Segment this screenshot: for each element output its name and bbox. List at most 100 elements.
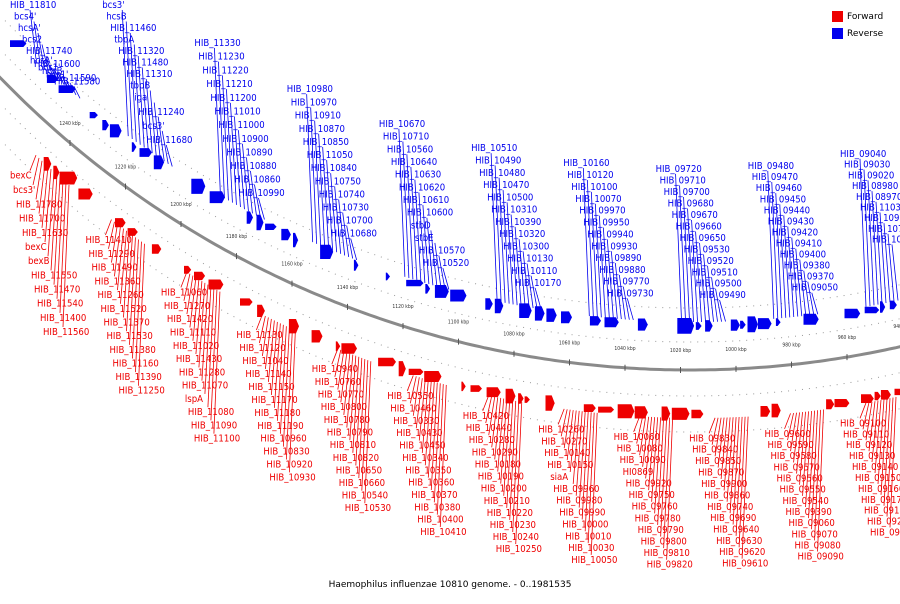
gene-name: HIB_09880 (599, 265, 645, 276)
gene-name: HIB_09700 (664, 187, 710, 198)
forward-gene-label: bexC (25, 169, 51, 253)
forward-gene (336, 341, 340, 351)
gene-name: HIB_09480 (748, 161, 794, 172)
gene-name: bcs3' (142, 121, 164, 132)
forward-gene (378, 358, 396, 367)
reverse-gene (435, 285, 449, 298)
reverse-gene-label: HIB_11580 (54, 76, 100, 98)
leader-line (30, 155, 36, 171)
scale-tick-label: 1140 kbp (337, 285, 358, 291)
gene-name: HIB_10470 (483, 180, 529, 191)
scale-tick-label: 1020 kbp (670, 348, 691, 354)
gene-name: HIB_11200 (210, 93, 256, 104)
reverse-gene (140, 148, 152, 157)
forward-gene (506, 389, 516, 404)
reverse-strand-layer: HIB_11810bcs4'hcsA'bcs2HIB_11740hcsA'HIB… (10, 0, 900, 334)
reverse-gene (320, 245, 333, 259)
reverse-gene-label: HIB_10520 (423, 258, 469, 289)
forward-gene (471, 385, 483, 392)
gene-name: HIB_09430 (768, 217, 814, 228)
gene-name: HIB_10610 (403, 195, 449, 206)
reverse-gene (880, 301, 885, 312)
gene-name: HIB_10490 (475, 156, 521, 167)
gene-name: HIB_10970 (291, 97, 337, 108)
leader-line (407, 375, 413, 391)
gene-name: HIB_09730 (607, 289, 653, 300)
leader-line (634, 416, 640, 432)
reverse-gene (696, 322, 702, 330)
forward-gene (399, 361, 406, 376)
gene-name: hcsB (106, 12, 127, 23)
gene-name: HIB_11210 (206, 79, 252, 90)
gene-name: HIB_09950 (583, 218, 629, 229)
leader-line (627, 298, 633, 320)
forward-gene (875, 392, 881, 400)
gene-name: hcsA' (18, 23, 41, 34)
reverse-gene (102, 120, 109, 130)
leader-line (812, 293, 818, 315)
gene-name: HIB_09670 (672, 210, 718, 221)
forward-gene-label: HIB_10770 (318, 351, 364, 401)
gene-name: HIB_10320 (499, 229, 545, 240)
leader-line (332, 349, 338, 365)
scale-tick-label: 960 kbp (838, 335, 856, 341)
scale-tick-label: 1200 kbp (170, 202, 191, 208)
gene-name: HIB_09180 (864, 506, 900, 517)
gene-name: HIB_09770 (603, 277, 649, 288)
gene-name: HIB_09940 (587, 229, 633, 240)
reverse-gene (425, 284, 430, 294)
scale-tick-label: 1120 kbp (392, 304, 413, 310)
gene-name: HIB_10950 (864, 213, 900, 224)
gene-name: HIB_09160 (858, 484, 900, 495)
gene-name: HIB_09680 (668, 199, 714, 210)
reverse-gene (758, 318, 772, 329)
gene-name: HIB_10520 (423, 258, 469, 269)
reverse-gene-label: HIB_09490 (700, 290, 746, 322)
scale-tick-label: 1160 kbp (281, 262, 302, 268)
gene-name: HIB_10170 (515, 278, 561, 289)
gene-name: HIB_10730 (323, 203, 369, 214)
gene-name: stbD (411, 220, 431, 231)
gene-name: HIB_09520 (688, 256, 734, 267)
gene-name: HIB_11230 (198, 52, 244, 63)
gene-name: HIB_09150 (855, 473, 900, 484)
reverse-gene (740, 321, 746, 329)
gene-name: bcs3' (102, 0, 124, 11)
forward-gene (672, 408, 690, 420)
genome-caption: Haemophilus influenzae 10810 genome. - 0… (0, 580, 900, 590)
reverse-gene (605, 317, 619, 327)
leader-line (33, 158, 39, 185)
gene-name: HIB_10900 (222, 134, 268, 145)
gene-name: HIB_10690 (872, 235, 900, 246)
reverse-gene (210, 191, 225, 203)
forward-gene (240, 298, 253, 305)
forward-gene (861, 394, 874, 403)
gene-name: HIB_09040 (840, 149, 886, 160)
forward-gene (289, 319, 299, 333)
forward-gene (546, 395, 555, 410)
scale-tick-label: 980 kbp (782, 343, 800, 349)
gene-name: HIB_10570 (419, 246, 465, 257)
forward-gene (835, 399, 850, 407)
gene-name: HIB_09500 (696, 279, 742, 290)
gene-name: HIB_09410 (776, 239, 822, 250)
gene-name: HIB_11810 (10, 0, 56, 11)
gene-name: HIB_10860 (234, 175, 280, 186)
forward-gene (525, 396, 530, 403)
reverse-gene (386, 273, 390, 281)
gene-name: HIB_10670 (379, 119, 425, 130)
gene-name: tbpA (114, 35, 134, 46)
scale-tick-label: 1240 kbp (59, 121, 80, 127)
gene-name: HIB_09400 (780, 250, 826, 261)
gene-name: HIB_10980 (287, 84, 333, 95)
reverse-gene-label: HIB_09730 (607, 289, 653, 320)
gene-name: HIB_10880 (230, 161, 276, 172)
reverse-gene-label: HIB_11680 (146, 135, 192, 167)
leader-line (483, 395, 489, 411)
reverse-gene (731, 320, 740, 331)
gene-name: HIB_10990 (238, 188, 284, 199)
forward-gene (826, 399, 834, 409)
leader-line (535, 288, 541, 310)
gene-name: HIB_09020 (848, 170, 894, 181)
leader-line (785, 413, 791, 429)
